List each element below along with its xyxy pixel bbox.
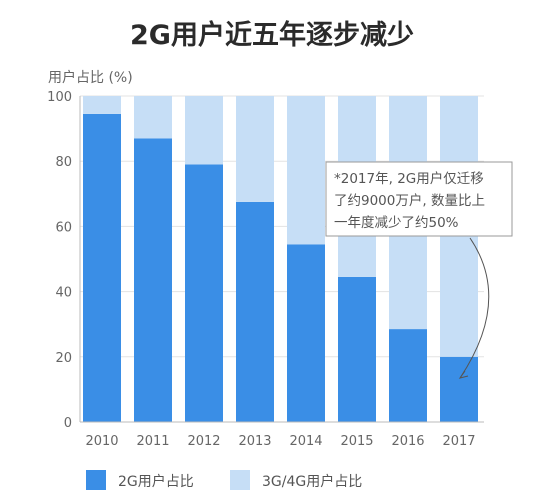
annotation-box [325,161,513,237]
annotation-arrow [459,237,490,379]
y-tick-label: 100 [47,90,72,105]
legend-label-2g: 2G用户占比 [118,473,194,490]
bar-3g4g-2014 [287,96,325,245]
x-tick-label: 2011 [136,434,169,449]
x-tick-label: 2013 [238,434,271,449]
bar-3g4g-2012 [185,96,223,165]
y-tick-label: 80 [55,155,72,170]
x-tick-label: 2017 [442,434,475,449]
bar-2g-2017 [440,356,478,422]
annotation-line-2: 了约9000万户, 数量比上 [334,192,485,209]
annotation: *2017年, 2G用户仅迁移 了约9000万户, 数量比上 一年度减少了约50… [325,161,513,379]
chart-title: 2G用户近五年逐步减少 [130,19,414,51]
y-tick-label: 40 [55,286,72,301]
bar-3g4g-2010 [83,96,121,114]
bar-2g-2015 [338,276,376,422]
bar-2g-2014 [287,244,325,422]
bar-2g-2011 [134,138,172,422]
y-axis-label: 用户占比 (%) [48,69,133,86]
annotation-line-3: 一年度减少了约50% [334,215,459,231]
y-tick-label: 20 [55,351,72,366]
legend-swatch-2g [86,470,106,490]
y-tick-label: 0 [64,416,72,431]
bar-2g-2010 [83,113,121,423]
bars [83,96,478,423]
x-tick-label: 2016 [391,434,424,449]
y-tick-label: 60 [55,220,72,235]
bar-3g4g-2013 [236,96,274,202]
legend-swatch-3g4g [230,470,250,490]
annotation-arrowhead [458,370,469,379]
x-tick-label: 2010 [85,434,118,449]
x-tick-label: 2014 [289,434,322,449]
axes: 0 20 40 60 80 100 2010 2011 2012 2013 2014 2015 2016… [47,90,484,449]
x-tick-label: 2015 [340,434,373,449]
bar-2g-2013 [236,201,274,422]
annotation-line-1: *2017年, 2G用户仅迁移 [334,170,484,187]
legend-label-3g4g: 3G/4G用户占比 [262,473,362,490]
bar-2g-2012 [185,164,223,422]
legend: 2G用户占比 3G/4G用户占比 [86,470,362,490]
bar-2g-2016 [389,329,427,422]
bar-3g4g-2011 [134,96,172,139]
x-tick-label: 2012 [187,434,220,449]
